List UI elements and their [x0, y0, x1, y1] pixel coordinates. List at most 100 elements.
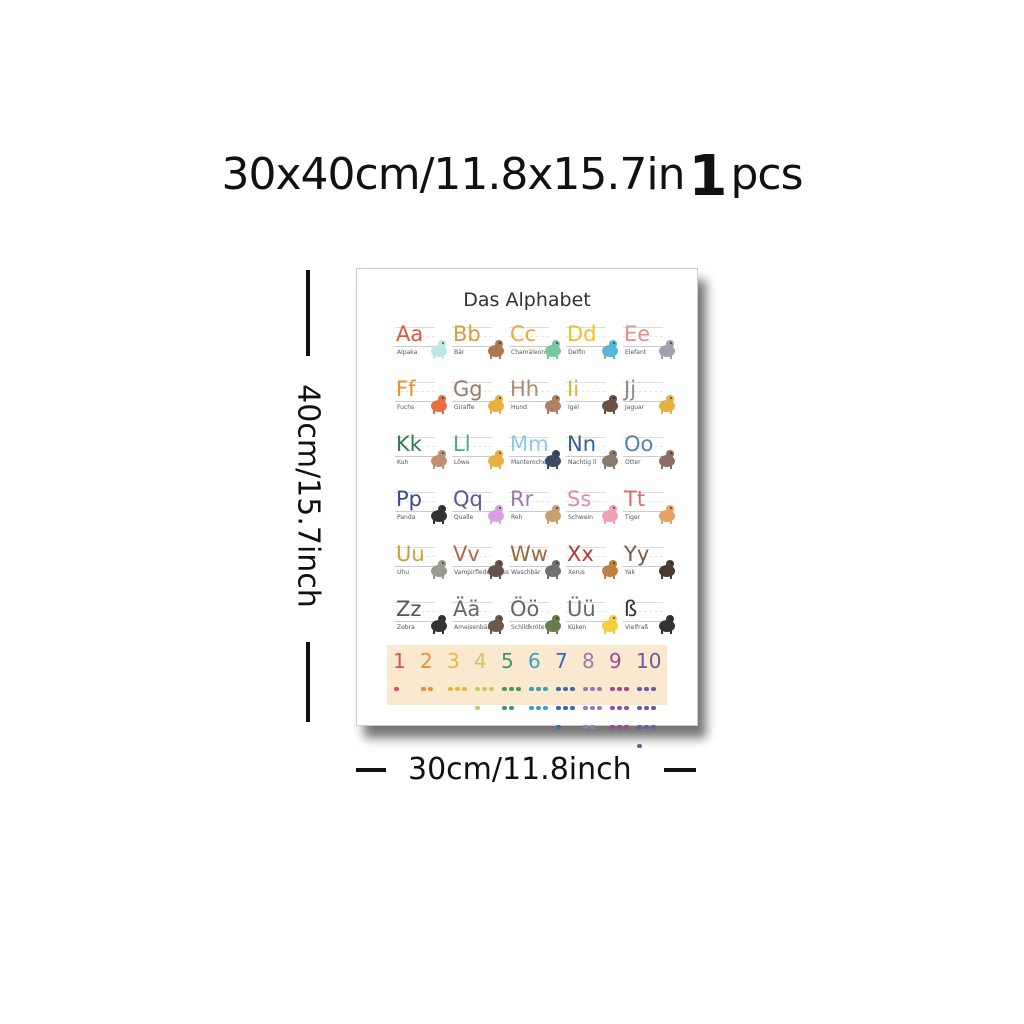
letter-cell: Ll Löwe — [452, 431, 508, 486]
letter-cell: Gg Giraffe — [452, 376, 508, 431]
counting-animals — [447, 677, 471, 695]
letter-label: Rr — [510, 487, 534, 511]
animal-word: Vielfraß — [625, 624, 649, 631]
letter-label: Ii — [567, 377, 580, 401]
animal-word: Zebra — [397, 624, 415, 631]
letter-label: Pp — [396, 487, 422, 511]
letter-cell: Zz Zebra — [395, 596, 451, 651]
animal-illustration-icon — [431, 505, 447, 524]
counting-dot-icon — [482, 687, 487, 691]
letter-cell: Pp Panda — [395, 486, 451, 541]
animal-word: Vampirfledermaus — [454, 569, 509, 576]
counting-animals — [501, 677, 525, 710]
writing-lines — [623, 602, 663, 622]
animal-word: Otter — [625, 459, 641, 466]
animal-illustration-icon — [545, 615, 561, 634]
counting-animals — [474, 677, 498, 710]
letter-cell: Ee Elefant — [623, 321, 679, 376]
height-dimension-line-bottom — [306, 642, 310, 722]
size-text: 30x40cm/11.8x15.7in — [221, 149, 686, 200]
writing-lines — [452, 492, 492, 512]
counting-dot-icon — [543, 687, 548, 691]
animal-word: Hund — [511, 404, 527, 411]
counting-animals — [555, 677, 579, 729]
writing-lines — [452, 327, 492, 347]
animal-illustration-icon — [545, 340, 561, 359]
width-dimension-line-right — [664, 768, 696, 772]
counting-dot-icon — [597, 687, 602, 691]
number-label: 8 — [582, 649, 595, 673]
number-label: 2 — [420, 649, 433, 673]
animal-word: Schildkröte — [511, 624, 545, 631]
letter-label: Jj — [624, 377, 637, 401]
letter-cell: Cc Chamäleon — [509, 321, 565, 376]
counting-dot-icon — [543, 706, 548, 710]
counting-dot-icon — [583, 687, 588, 691]
animal-illustration-icon — [545, 505, 561, 524]
height-dimension-label: 40cm/15.7inch — [290, 384, 326, 608]
counting-dot-icon — [610, 687, 615, 691]
animal-illustration-icon — [545, 560, 561, 579]
letter-cell: Tt Tiger — [623, 486, 679, 541]
animal-illustration-icon — [602, 395, 618, 414]
animal-illustration-icon — [431, 340, 447, 359]
number-label: 7 — [555, 649, 568, 673]
animal-illustration-icon — [431, 560, 447, 579]
animal-illustration-icon — [659, 560, 675, 579]
animal-illustration-icon — [659, 395, 675, 414]
writing-lines — [395, 437, 435, 457]
animal-illustration-icon — [659, 340, 675, 359]
letter-cell: Ss Schwein — [566, 486, 622, 541]
animal-illustration-icon — [545, 395, 561, 414]
counting-animals — [393, 677, 417, 695]
animal-word: Schwein — [568, 514, 593, 521]
letter-label: Aa — [396, 322, 424, 346]
writing-lines — [452, 382, 492, 402]
animal-illustration-icon — [659, 450, 675, 469]
letter-cell: Dd Delfin — [566, 321, 622, 376]
letter-cell: Xx Xerus — [566, 541, 622, 596]
counting-dot-icon — [637, 706, 642, 710]
animal-word: Tiger — [625, 514, 641, 521]
counting-dot-icon — [644, 706, 649, 710]
writing-lines — [623, 437, 663, 457]
letter-cell: Jj Jaguar — [623, 376, 679, 431]
counting-dot-icon — [597, 706, 602, 710]
counting-dot-icon — [556, 687, 561, 691]
letter-label: Cc — [510, 322, 537, 346]
letter-label: Vv — [453, 542, 480, 566]
counting-dot-icon — [617, 687, 622, 691]
writing-lines — [566, 492, 606, 512]
letter-label: Yy — [624, 542, 650, 566]
counting-dot-icon — [556, 706, 561, 710]
animal-word: Giraffe — [454, 404, 475, 411]
counting-dot-icon — [421, 687, 426, 691]
counting-dot-icon — [556, 725, 561, 729]
counting-dot-icon — [651, 725, 656, 729]
counting-dot-icon — [590, 725, 595, 729]
alphabet-poster: Das Alphabet Aa Alpaka Bb Bär Cc Chamäleon Dd D… — [356, 268, 698, 748]
counting-dot-icon — [637, 744, 642, 748]
letter-cell: Bb Bär — [452, 321, 508, 376]
width-dimension-label: 30cm/11.8inch — [408, 752, 632, 787]
letter-cell: Ii Igel — [566, 376, 622, 431]
animal-illustration-icon — [488, 450, 504, 469]
writing-lines — [452, 602, 492, 622]
animal-illustration-icon — [659, 505, 675, 524]
writing-lines — [395, 602, 435, 622]
letter-label: Ss — [567, 487, 592, 511]
animal-illustration-icon — [488, 505, 504, 524]
letter-cell: Vv Vampirfledermaus — [452, 541, 509, 596]
letter-label: Bb — [453, 322, 481, 346]
letter-label: Öö — [510, 597, 540, 621]
animal-word: Alpaka — [397, 349, 418, 356]
counting-dot-icon — [462, 687, 467, 691]
letter-cell: Mm Manterochen — [509, 431, 565, 486]
writing-lines — [395, 382, 435, 402]
letter-label: Hh — [510, 377, 540, 401]
writing-lines — [566, 382, 606, 402]
counting-dot-icon — [624, 687, 629, 691]
letter-label: ß — [624, 597, 638, 621]
letter-label: Dd — [567, 322, 597, 346]
counting-dot-icon — [394, 687, 399, 691]
